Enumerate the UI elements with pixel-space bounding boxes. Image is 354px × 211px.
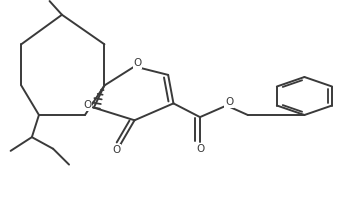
Text: O: O: [225, 97, 233, 107]
Text: O: O: [196, 144, 204, 154]
Text: O: O: [84, 100, 92, 110]
Text: O: O: [133, 58, 142, 68]
Text: O: O: [112, 145, 120, 155]
